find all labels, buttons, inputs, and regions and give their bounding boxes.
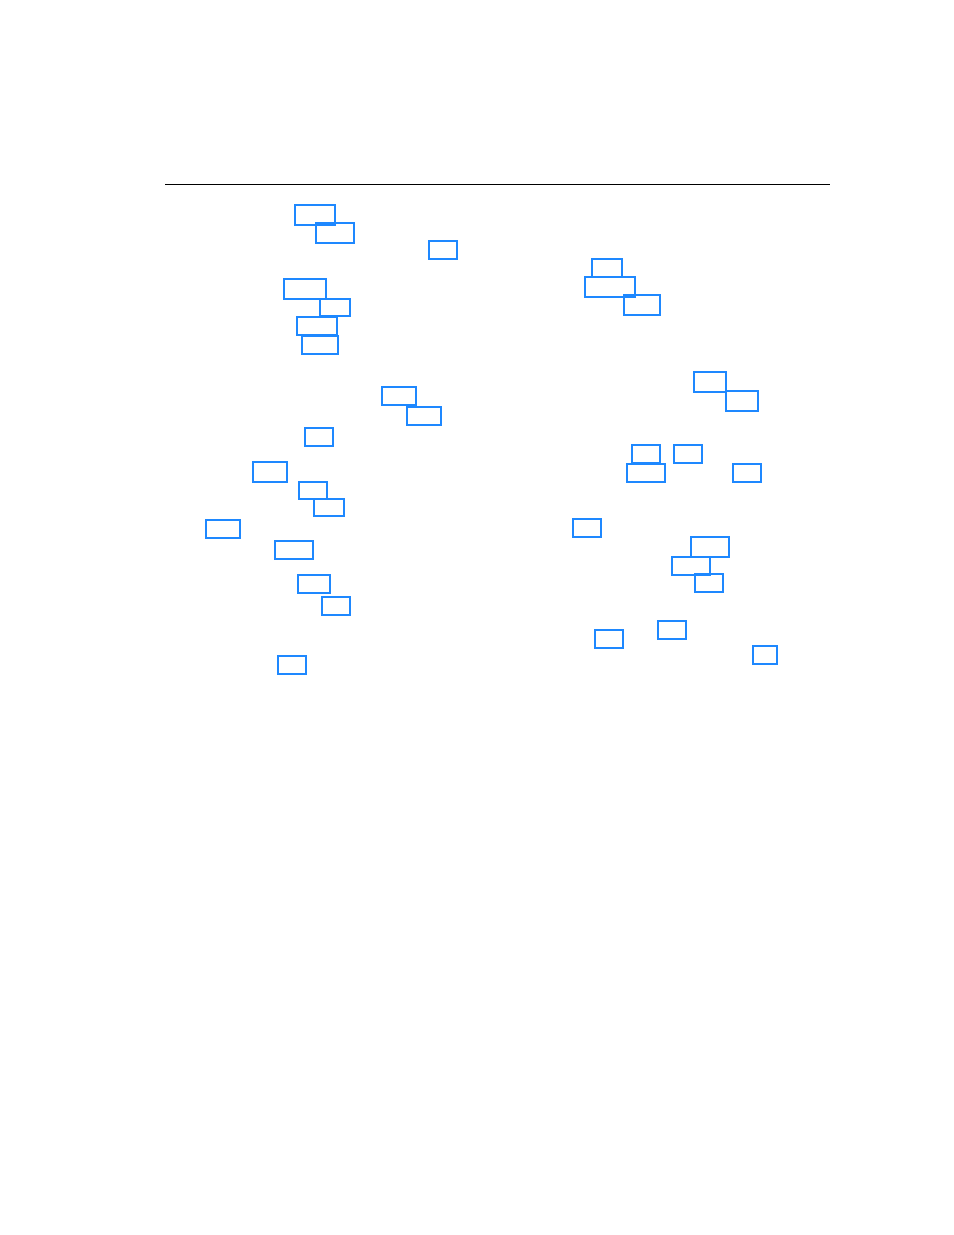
box-b18 <box>252 461 288 483</box>
canvas <box>0 0 954 1235</box>
box-b17 <box>673 444 703 464</box>
box-b07 <box>623 294 661 316</box>
box-b30 <box>321 596 351 616</box>
box-b26 <box>274 540 314 560</box>
box-b03 <box>428 240 458 260</box>
box-b29 <box>297 574 331 594</box>
box-b02 <box>315 222 355 244</box>
box-b31 <box>657 620 687 640</box>
box-b24 <box>572 518 602 538</box>
box-b12 <box>381 386 417 406</box>
box-b19 <box>626 463 666 483</box>
box-b13 <box>725 390 759 412</box>
box-b15 <box>304 427 334 447</box>
box-b32 <box>594 629 624 649</box>
box-b11 <box>693 371 727 393</box>
box-b14 <box>406 406 442 426</box>
box-b10 <box>301 335 339 355</box>
box-b06 <box>283 278 327 300</box>
box-b23 <box>205 519 241 539</box>
box-b28 <box>694 573 724 593</box>
box-b16 <box>631 444 661 464</box>
box-b09 <box>296 316 338 336</box>
box-b20 <box>732 463 762 483</box>
box-b25 <box>690 536 730 558</box>
box-b34 <box>277 655 307 675</box>
box-b08 <box>319 298 351 317</box>
box-b04 <box>591 258 623 278</box>
box-b33 <box>752 645 778 665</box>
box-b22 <box>313 498 345 517</box>
divider-line <box>165 184 830 185</box>
